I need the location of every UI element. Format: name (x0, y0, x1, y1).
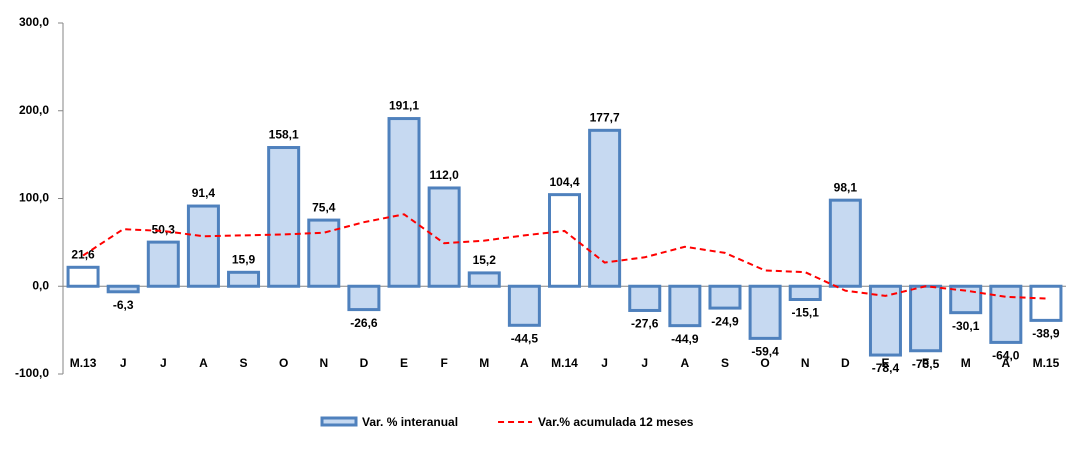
data-label: -6,3 (113, 298, 134, 312)
data-label: -30,1 (952, 319, 980, 333)
bar (507, 284, 541, 327)
line (82, 213, 1046, 300)
data-label: -78,4 (872, 361, 900, 375)
bar (1029, 284, 1063, 322)
legend-label: Var. % interanual (362, 415, 458, 429)
x-tick-label: O (279, 356, 288, 370)
bar (828, 198, 862, 288)
bar (909, 284, 943, 353)
data-label: 177,7 (590, 110, 620, 124)
x-tick-label: J (120, 356, 127, 370)
x-tick-label: O (760, 356, 769, 370)
x-tick-label: E (881, 356, 889, 370)
bar (989, 284, 1023, 344)
bar (106, 284, 140, 294)
bar (307, 218, 341, 288)
data-label: 91,4 (192, 186, 216, 200)
data-label: 50,3 (152, 222, 176, 236)
bar (467, 271, 501, 288)
data-label: -27,6 (631, 317, 659, 331)
bar (146, 240, 180, 288)
y-tick-label: -100,0 (15, 366, 49, 380)
bar (949, 284, 983, 315)
x-tick-label: F (440, 356, 447, 370)
x-tick-label: A (199, 356, 208, 370)
x-tick-label: N (801, 356, 810, 370)
x-tick-label: F (922, 356, 929, 370)
y-tick-label: 0,0 (32, 278, 49, 292)
x-tick-label: S (240, 356, 248, 370)
bar (868, 284, 902, 357)
data-label: 15,2 (473, 253, 497, 267)
legend-label: Var.% acumulada 12 meses (538, 415, 694, 429)
bar (387, 117, 421, 288)
bar (186, 204, 220, 288)
x-tick-label: A (520, 356, 529, 370)
y-tick-label: 300,0 (19, 15, 49, 29)
bar (66, 265, 100, 288)
x-tick-label: M (479, 356, 489, 370)
x-tick-label: M.13 (70, 356, 97, 370)
x-tick-label: J (601, 356, 608, 370)
x-tick-label: J (160, 356, 167, 370)
data-label: -15,1 (792, 306, 820, 320)
x-tick-label: A (1001, 356, 1010, 370)
bar (227, 270, 261, 288)
data-label: 75,4 (312, 200, 336, 214)
data-label: -59,4 (751, 345, 779, 359)
data-label: 104,4 (549, 175, 579, 189)
x-tick-label: J (641, 356, 648, 370)
data-label: 112,0 (429, 168, 459, 182)
data-label: -44,5 (511, 331, 539, 345)
x-tick-label: D (360, 356, 369, 370)
data-label: 191,1 (389, 99, 419, 113)
x-tick-label: A (681, 356, 690, 370)
data-label: -24,9 (711, 314, 739, 328)
data-label: -26,6 (350, 316, 378, 330)
x-tick-label: M (961, 356, 971, 370)
y-tick-label: 100,0 (19, 191, 49, 205)
bar (668, 284, 702, 328)
data-label: -73,5 (912, 357, 940, 371)
x-tick-label: D (841, 356, 850, 370)
bar (708, 284, 742, 310)
x-tick-label: E (400, 356, 408, 370)
data-label: -44,9 (671, 332, 699, 346)
x-tick-label: M.14 (551, 356, 578, 370)
data-label: 98,1 (834, 180, 858, 194)
bar (628, 284, 662, 312)
bar (788, 284, 822, 302)
data-label: -64,0 (992, 349, 1020, 363)
y-tick-label: 200,0 (19, 103, 49, 117)
bar (748, 284, 782, 340)
x-tick-label: M.15 (1033, 356, 1060, 370)
x-tick-label: S (721, 356, 729, 370)
bar (267, 146, 301, 288)
bar (427, 186, 461, 288)
data-label: 15,9 (232, 252, 256, 266)
bar (548, 193, 581, 288)
data-label: -38,9 (1032, 327, 1060, 341)
data-label: 158,1 (269, 128, 299, 142)
bar (347, 284, 381, 312)
x-tick-label: N (319, 356, 328, 370)
legend-swatch (320, 416, 358, 427)
